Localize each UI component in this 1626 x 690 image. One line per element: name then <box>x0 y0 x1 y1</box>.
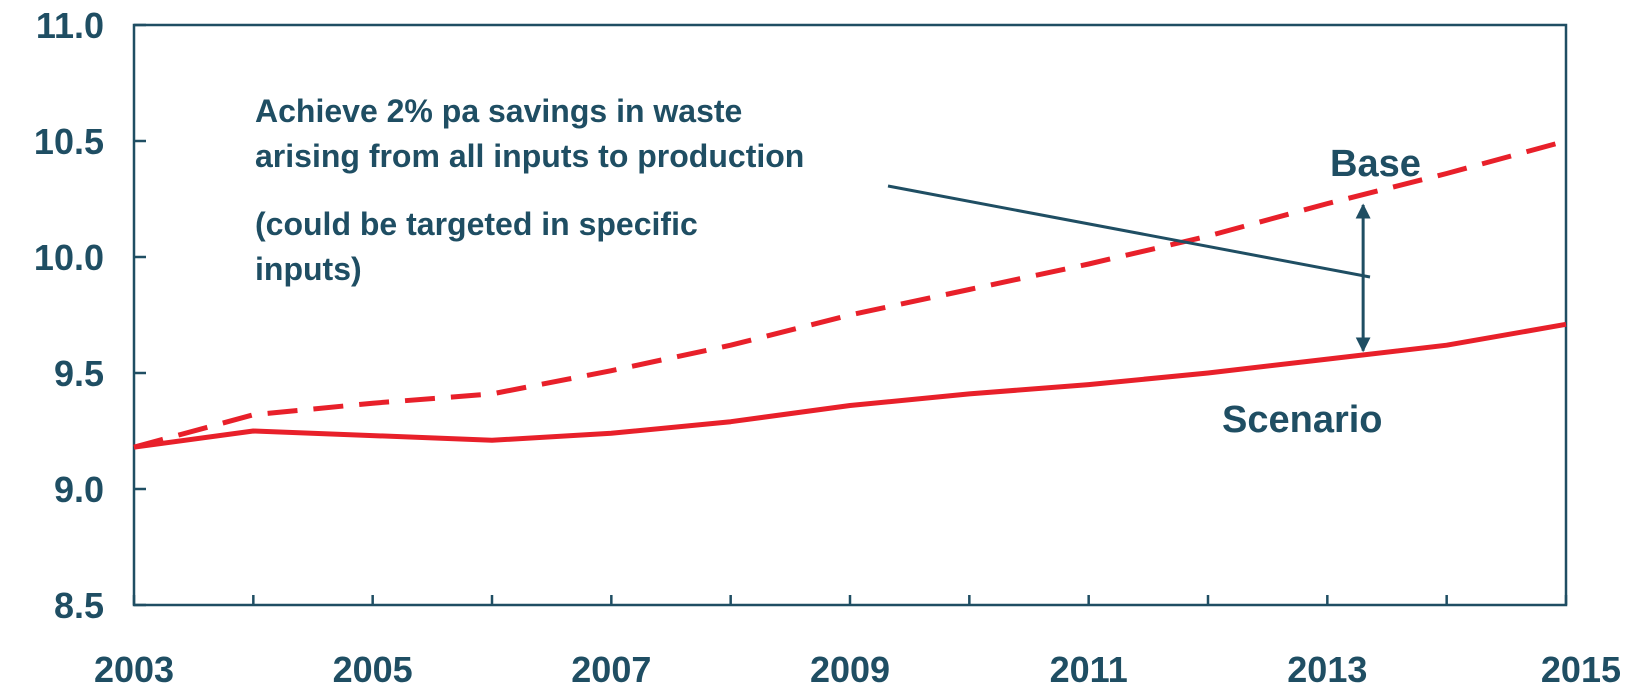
series-label-base: Base <box>1330 143 1421 185</box>
x-tick-label: 2009 <box>810 649 890 690</box>
annotation-line-2: arising from all inputs to production <box>255 138 804 174</box>
x-tick-label: 2011 <box>1050 649 1128 690</box>
y-tick-label: 9.5 <box>54 353 104 394</box>
y-tick-label: 9.0 <box>54 469 104 510</box>
y-tick-label: 10.0 <box>34 237 104 278</box>
series-line-base <box>133 138 1567 450</box>
x-tick-label: 2007 <box>571 649 651 690</box>
series-line-scenario <box>133 321 1567 450</box>
series-label-scenario: Scenario <box>1222 399 1383 441</box>
x-axis-tick-labels: 2003 2005 2007 2009 2011 2013 2015 <box>94 649 1621 690</box>
x-axis-ticks <box>132 595 1568 605</box>
series-layer <box>133 138 1567 450</box>
annotation-line-1: Achieve 2% pa savings in waste <box>255 93 742 129</box>
x-tick-label: 2015 <box>1541 649 1621 690</box>
x-tick-label: 2003 <box>94 649 174 690</box>
y-tick-label: 11.0 <box>36 5 104 46</box>
x-tick-label: 2013 <box>1287 649 1367 690</box>
y-tick-label: 10.5 <box>34 121 104 162</box>
annotation-leader-line <box>887 184 1371 279</box>
annotation-line-4: inputs) <box>255 251 362 287</box>
y-axis-tick-labels: 8.5 9.0 9.5 10.0 10.5 11.0 <box>34 5 104 626</box>
y-axis-ticks <box>134 23 146 607</box>
annotation-line-3: (could be targeted in specific <box>255 206 698 242</box>
x-tick-label: 2005 <box>333 649 413 690</box>
y-tick-label: 8.5 <box>54 585 104 626</box>
